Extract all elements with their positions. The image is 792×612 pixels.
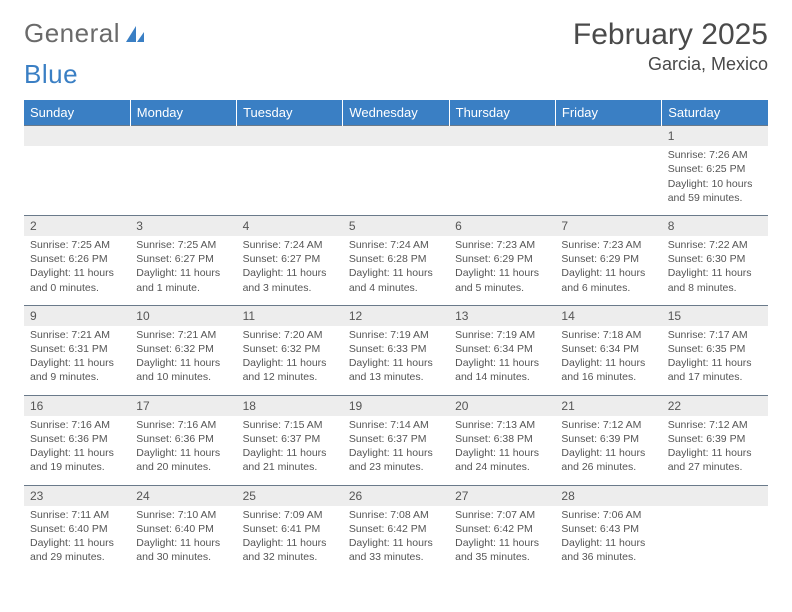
- week-4-content: Sunrise: 7:16 AMSunset: 6:36 PMDaylight:…: [24, 416, 768, 485]
- week-2-nums: 2 3 4 5 6 7 8: [24, 215, 768, 236]
- day-num: [449, 126, 555, 147]
- weekday-header-row: Sunday Monday Tuesday Wednesday Thursday…: [24, 100, 768, 126]
- day-num: [662, 485, 768, 506]
- logo-text-general: General: [24, 18, 120, 49]
- week-1-nums: 1: [24, 126, 768, 147]
- day-num: 24: [130, 485, 236, 506]
- day-cell: Sunrise: 7:16 AMSunset: 6:36 PMDaylight:…: [24, 416, 130, 485]
- day-cell: Sunrise: 7:08 AMSunset: 6:42 PMDaylight:…: [343, 506, 449, 575]
- day-num: 3: [130, 215, 236, 236]
- day-cell: Sunrise: 7:17 AMSunset: 6:35 PMDaylight:…: [662, 326, 768, 395]
- title-block: February 2025 Garcia, Mexico: [573, 18, 768, 75]
- day-cell: [130, 146, 236, 215]
- day-num: [343, 126, 449, 147]
- day-cell: Sunrise: 7:24 AMSunset: 6:27 PMDaylight:…: [237, 236, 343, 305]
- day-cell: Sunrise: 7:23 AMSunset: 6:29 PMDaylight:…: [555, 236, 661, 305]
- day-num: 6: [449, 215, 555, 236]
- week-1-content: Sunrise: 7:26 AMSunset: 6:25 PMDaylight:…: [24, 146, 768, 215]
- day-cell: Sunrise: 7:26 AMSunset: 6:25 PMDaylight:…: [662, 146, 768, 215]
- day-num: 15: [662, 305, 768, 326]
- day-cell: Sunrise: 7:19 AMSunset: 6:34 PMDaylight:…: [449, 326, 555, 395]
- day-num: 17: [130, 395, 236, 416]
- day-cell: Sunrise: 7:19 AMSunset: 6:33 PMDaylight:…: [343, 326, 449, 395]
- day-num: 10: [130, 305, 236, 326]
- day-cell: Sunrise: 7:11 AMSunset: 6:40 PMDaylight:…: [24, 506, 130, 575]
- day-cell: Sunrise: 7:12 AMSunset: 6:39 PMDaylight:…: [662, 416, 768, 485]
- week-5-content: Sunrise: 7:11 AMSunset: 6:40 PMDaylight:…: [24, 506, 768, 575]
- calendar-body: 1 Sunrise: 7:26 AMSunset: 6:25 PMDayligh…: [24, 126, 768, 575]
- day-num: 5: [343, 215, 449, 236]
- week-5-nums: 23 24 25 26 27 28: [24, 485, 768, 506]
- day-cell: Sunrise: 7:25 AMSunset: 6:26 PMDaylight:…: [24, 236, 130, 305]
- day-cell: [24, 146, 130, 215]
- day-cell: Sunrise: 7:25 AMSunset: 6:27 PMDaylight:…: [130, 236, 236, 305]
- weekday-saturday: Saturday: [662, 100, 768, 126]
- day-num: [24, 126, 130, 147]
- day-cell: Sunrise: 7:07 AMSunset: 6:42 PMDaylight:…: [449, 506, 555, 575]
- day-num: 19: [343, 395, 449, 416]
- day-num: 14: [555, 305, 661, 326]
- day-num: [237, 126, 343, 147]
- day-num: 16: [24, 395, 130, 416]
- day-num: 22: [662, 395, 768, 416]
- logo: General: [24, 18, 146, 49]
- day-num: 4: [237, 215, 343, 236]
- day-cell: Sunrise: 7:22 AMSunset: 6:30 PMDaylight:…: [662, 236, 768, 305]
- logo-text-blue: Blue: [24, 59, 78, 90]
- day-num: 28: [555, 485, 661, 506]
- day-num: 21: [555, 395, 661, 416]
- day-cell: [662, 506, 768, 575]
- day-cell: Sunrise: 7:18 AMSunset: 6:34 PMDaylight:…: [555, 326, 661, 395]
- day-num: 20: [449, 395, 555, 416]
- day-cell: Sunrise: 7:21 AMSunset: 6:31 PMDaylight:…: [24, 326, 130, 395]
- day-num: 12: [343, 305, 449, 326]
- day-num: 11: [237, 305, 343, 326]
- weekday-thursday: Thursday: [449, 100, 555, 126]
- day-cell: [449, 146, 555, 215]
- day-cell: Sunrise: 7:20 AMSunset: 6:32 PMDaylight:…: [237, 326, 343, 395]
- day-num: [130, 126, 236, 147]
- day-cell: Sunrise: 7:15 AMSunset: 6:37 PMDaylight:…: [237, 416, 343, 485]
- week-2-content: Sunrise: 7:25 AMSunset: 6:26 PMDaylight:…: [24, 236, 768, 305]
- day-cell: Sunrise: 7:06 AMSunset: 6:43 PMDaylight:…: [555, 506, 661, 575]
- day-num: 27: [449, 485, 555, 506]
- day-num: 9: [24, 305, 130, 326]
- day-cell: Sunrise: 7:21 AMSunset: 6:32 PMDaylight:…: [130, 326, 236, 395]
- day-num: 25: [237, 485, 343, 506]
- week-4-nums: 16 17 18 19 20 21 22: [24, 395, 768, 416]
- day-num: 26: [343, 485, 449, 506]
- day-num: 1: [662, 126, 768, 147]
- day-cell: [343, 146, 449, 215]
- day-cell: Sunrise: 7:16 AMSunset: 6:36 PMDaylight:…: [130, 416, 236, 485]
- weekday-wednesday: Wednesday: [343, 100, 449, 126]
- day-num: 23: [24, 485, 130, 506]
- week-3-nums: 9 10 11 12 13 14 15: [24, 305, 768, 326]
- day-num: 7: [555, 215, 661, 236]
- day-num: [555, 126, 661, 147]
- day-num: 13: [449, 305, 555, 326]
- logo-sail-icon: [124, 24, 146, 44]
- day-cell: Sunrise: 7:14 AMSunset: 6:37 PMDaylight:…: [343, 416, 449, 485]
- day-num: 18: [237, 395, 343, 416]
- calendar-table: Sunday Monday Tuesday Wednesday Thursday…: [24, 100, 768, 574]
- weekday-monday: Monday: [130, 100, 236, 126]
- day-cell: [237, 146, 343, 215]
- day-cell: Sunrise: 7:12 AMSunset: 6:39 PMDaylight:…: [555, 416, 661, 485]
- location: Garcia, Mexico: [573, 54, 768, 75]
- weekday-sunday: Sunday: [24, 100, 130, 126]
- weekday-friday: Friday: [555, 100, 661, 126]
- day-num: 2: [24, 215, 130, 236]
- week-3-content: Sunrise: 7:21 AMSunset: 6:31 PMDaylight:…: [24, 326, 768, 395]
- day-cell: Sunrise: 7:13 AMSunset: 6:38 PMDaylight:…: [449, 416, 555, 485]
- day-num: 8: [662, 215, 768, 236]
- day-cell: [555, 146, 661, 215]
- day-cell: Sunrise: 7:24 AMSunset: 6:28 PMDaylight:…: [343, 236, 449, 305]
- weekday-tuesday: Tuesday: [237, 100, 343, 126]
- day-cell: Sunrise: 7:09 AMSunset: 6:41 PMDaylight:…: [237, 506, 343, 575]
- day-cell: Sunrise: 7:10 AMSunset: 6:40 PMDaylight:…: [130, 506, 236, 575]
- month-title: February 2025: [573, 18, 768, 52]
- day-cell: Sunrise: 7:23 AMSunset: 6:29 PMDaylight:…: [449, 236, 555, 305]
